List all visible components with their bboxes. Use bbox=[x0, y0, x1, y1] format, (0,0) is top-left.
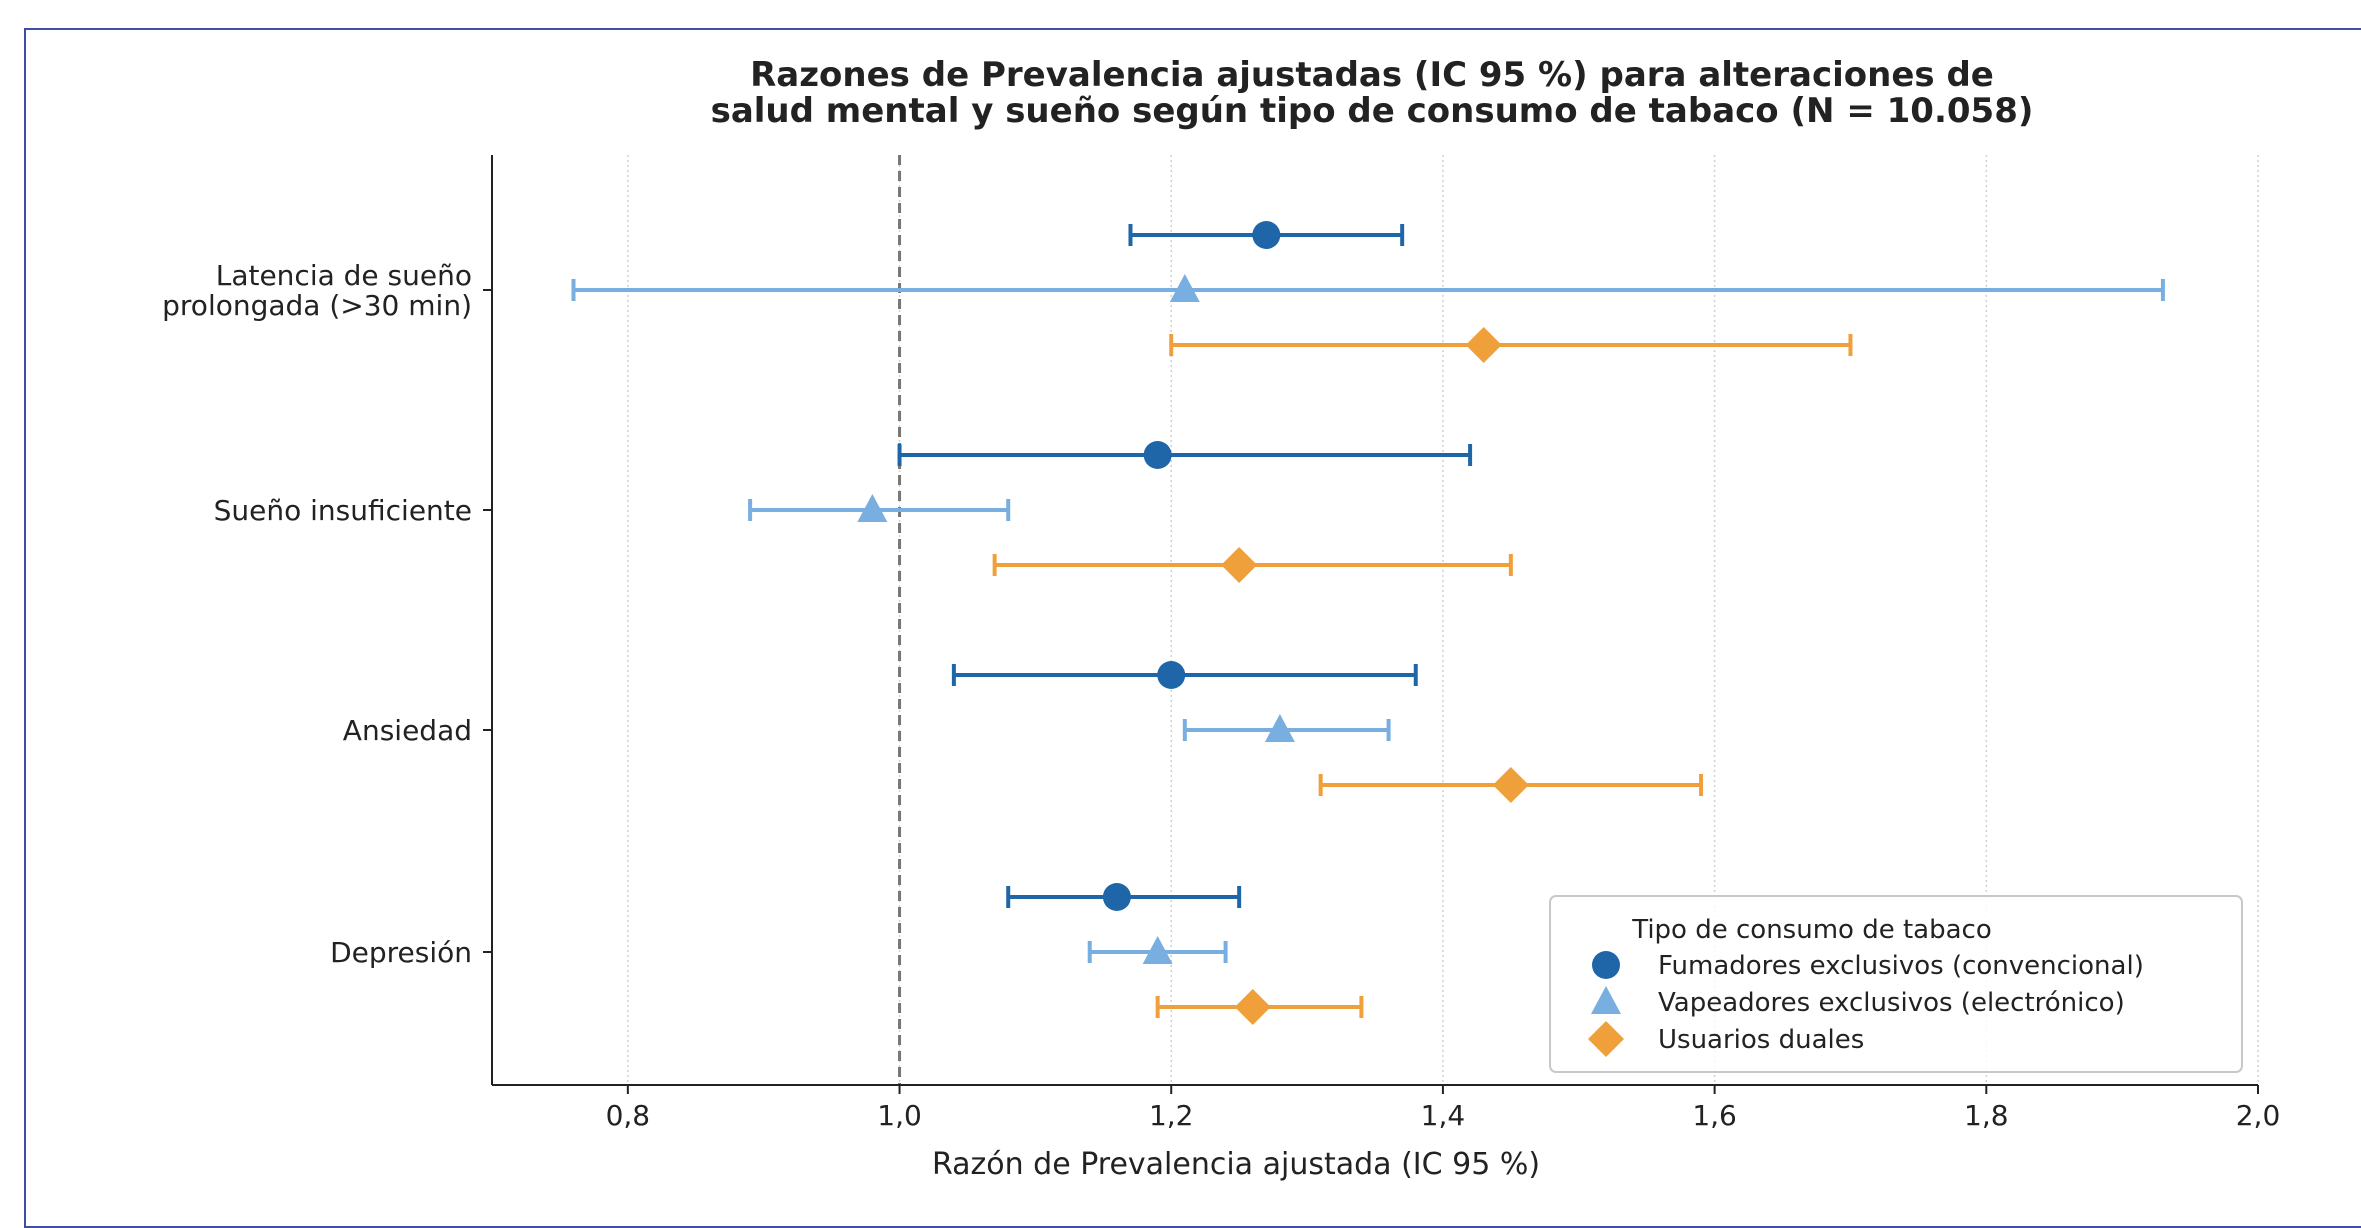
axes bbox=[491, 155, 2258, 1086]
chart-title-line-2: salud mental y sueño según tipo de consu… bbox=[711, 91, 2034, 131]
point-estimate bbox=[1169, 274, 1200, 302]
legend-label: Vapeadores exclusivos (electrónico) bbox=[1658, 988, 2125, 1018]
ci-group bbox=[1169, 327, 1853, 363]
legend-marker-diamond bbox=[1588, 1021, 1624, 1057]
point-estimate bbox=[1143, 441, 1172, 469]
ci-group bbox=[1128, 221, 1405, 249]
y-tick-label: Depresión bbox=[330, 936, 472, 969]
ci-group bbox=[571, 274, 2165, 302]
ci-group bbox=[992, 547, 1513, 583]
point-estimate bbox=[1264, 714, 1295, 742]
ci-group bbox=[1006, 883, 1242, 911]
legend: Tipo de consumo de tabaco Fumadores excl… bbox=[1549, 895, 2243, 1073]
point-estimate bbox=[1102, 883, 1131, 911]
x-tick-label: 2,0 bbox=[2236, 1099, 2281, 1132]
ci-group bbox=[951, 661, 1418, 689]
y-tick-label: Sueño insuficiente bbox=[214, 494, 472, 527]
point-estimate bbox=[1252, 221, 1281, 249]
ci-group bbox=[1087, 936, 1228, 964]
y-ticks: Latencia de sueño prolongada (>30 min) Sue… bbox=[162, 259, 492, 969]
y-tick-label: Latencia de sueño prolongada (>30 min) bbox=[162, 259, 472, 322]
point-estimate bbox=[1492, 767, 1529, 803]
y-tick-label: Ansiedad bbox=[343, 714, 472, 747]
forest-plot: Razones de Prevalencia ajustadas (IC 95 … bbox=[162, 55, 2281, 1182]
point-estimate bbox=[1465, 327, 1502, 363]
data-marks bbox=[571, 221, 2165, 1025]
x-tick-label: 1,4 bbox=[1421, 1099, 1466, 1132]
ci-group bbox=[897, 441, 1473, 469]
x-axis-label: Razón de Prevalencia ajustada (IC 95 %) bbox=[932, 1147, 1540, 1182]
x-tick-label: 1,2 bbox=[1149, 1099, 1194, 1132]
x-tick-label: 1,8 bbox=[1964, 1099, 2009, 1132]
legend-box bbox=[1549, 895, 2243, 1073]
x-tick-label: 0,8 bbox=[606, 1099, 651, 1132]
point-estimate bbox=[1221, 547, 1258, 583]
ci-group bbox=[1318, 767, 1704, 803]
legend-title: Tipo de consumo de tabaco bbox=[1631, 915, 1991, 945]
x-tick-label: 1,6 bbox=[1692, 1099, 1737, 1132]
legend-label: Fumadores exclusivos (convencional) bbox=[1658, 951, 2144, 981]
point-estimate bbox=[1142, 936, 1173, 964]
point-estimate bbox=[1234, 989, 1271, 1025]
point-estimate bbox=[1157, 661, 1186, 689]
ci-group bbox=[1182, 714, 1391, 742]
legend-marker-circle bbox=[1592, 951, 1620, 979]
legend-marker-triangle bbox=[1591, 986, 1621, 1014]
x-ticks: 0,8 1,0 1,2 1,4 1,6 1,8 2,0 bbox=[606, 1085, 2281, 1132]
point-estimate bbox=[857, 494, 888, 522]
ci-group bbox=[1155, 989, 1364, 1025]
ci-group bbox=[748, 494, 1011, 522]
chart-title-line-1: Razones de Prevalencia ajustadas (IC 95 … bbox=[750, 55, 1994, 95]
legend-label: Usuarios duales bbox=[1658, 1025, 1864, 1055]
x-tick-label: 1,0 bbox=[877, 1099, 922, 1132]
